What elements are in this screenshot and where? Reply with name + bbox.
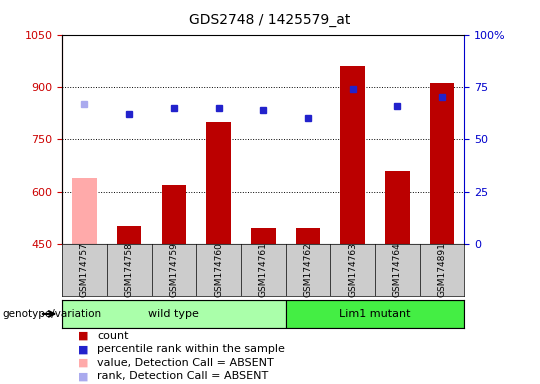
- Text: Lim1 mutant: Lim1 mutant: [339, 309, 411, 319]
- Bar: [286, 300, 464, 328]
- Text: ■: ■: [78, 331, 89, 341]
- Text: genotype/variation: genotype/variation: [3, 309, 102, 319]
- Bar: [296, 228, 320, 244]
- Text: GSM174762: GSM174762: [303, 242, 313, 297]
- Bar: [206, 122, 231, 244]
- Text: GSM174763: GSM174763: [348, 242, 357, 297]
- Text: percentile rank within the sample: percentile rank within the sample: [97, 344, 285, 354]
- Bar: [161, 185, 186, 244]
- Text: rank, Detection Call = ABSENT: rank, Detection Call = ABSENT: [97, 371, 268, 381]
- Bar: [72, 177, 97, 244]
- Bar: [430, 83, 454, 244]
- Bar: [117, 227, 141, 244]
- Text: GSM174760: GSM174760: [214, 242, 223, 297]
- Bar: [251, 228, 275, 244]
- Text: value, Detection Call = ABSENT: value, Detection Call = ABSENT: [97, 358, 274, 368]
- Text: GSM174757: GSM174757: [80, 242, 89, 297]
- Bar: [340, 66, 365, 244]
- Text: GSM174764: GSM174764: [393, 242, 402, 297]
- Text: GSM174761: GSM174761: [259, 242, 268, 297]
- Bar: [62, 300, 286, 328]
- Text: GSM174759: GSM174759: [170, 242, 178, 297]
- Text: count: count: [97, 331, 129, 341]
- Text: GSM174758: GSM174758: [125, 242, 134, 297]
- Text: GDS2748 / 1425579_at: GDS2748 / 1425579_at: [190, 13, 350, 27]
- Text: ■: ■: [78, 344, 89, 354]
- Text: ■: ■: [78, 371, 89, 381]
- Text: ■: ■: [78, 358, 89, 368]
- Bar: [385, 170, 410, 244]
- Text: GSM174891: GSM174891: [437, 242, 447, 297]
- Text: wild type: wild type: [148, 309, 199, 319]
